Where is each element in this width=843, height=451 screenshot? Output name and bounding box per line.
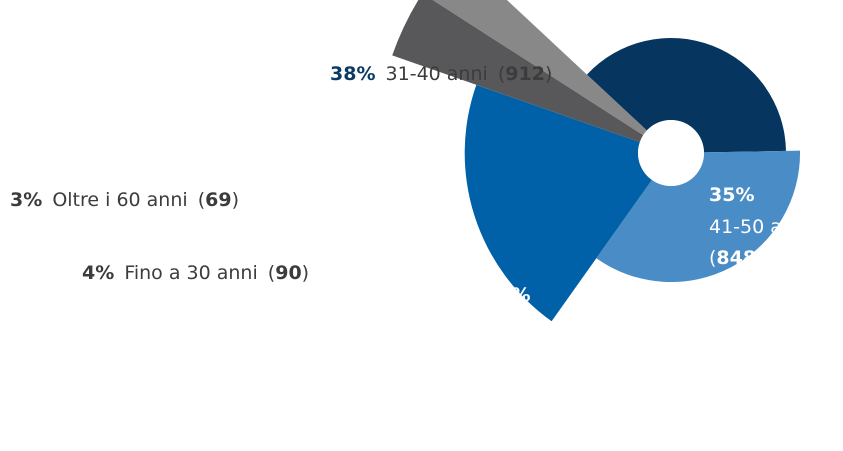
slice-percent: 4%	[82, 262, 114, 284]
slice-category: 51-60 anni	[472, 317, 574, 339]
slice-label-31-40: 38% 31-40 anni (912)	[330, 63, 552, 85]
slice-percent-41-50: 35%	[709, 184, 754, 206]
slice-count: 848	[716, 247, 756, 269]
slice-category: Oltre i 60 anni	[52, 189, 187, 211]
slice-count: 496	[592, 317, 632, 339]
slice-percent: 3%	[10, 189, 42, 211]
slice-percent: 20%	[485, 284, 530, 306]
slice-label-oltre-60: 3% Oltre i 60 anni (69)	[10, 189, 239, 211]
chart-slices	[392, 0, 801, 322]
slice-51-60-anni	[464, 84, 652, 322]
slice-category: Fino a 30 anni	[124, 262, 257, 284]
slice-31-40-anni	[586, 37, 786, 153]
slice-category: 31-40 anni	[386, 63, 488, 85]
slice-oltre-i-60-anni	[432, 0, 647, 136]
slice-count: 90	[275, 262, 301, 284]
slice-count: 912	[505, 63, 545, 85]
slice-percent: 35%	[709, 184, 754, 206]
slice-percent: 38%	[330, 63, 375, 85]
slice-count-41-50: (848)	[709, 247, 764, 269]
slice-label-fino-30: 4% Fino a 30 anni (90)	[82, 262, 309, 284]
slice-41-50-anni	[596, 150, 801, 283]
slice-fino-a-30-anni	[392, 0, 644, 143]
slice-percent-51-60: 20%	[485, 284, 530, 306]
slice-category-41-50: 41-50 anni	[709, 216, 811, 238]
chart-center-hole	[638, 120, 704, 186]
slice-count: 69	[205, 189, 231, 211]
slice-label-51-60: 51-60 anni (496)	[472, 317, 639, 339]
